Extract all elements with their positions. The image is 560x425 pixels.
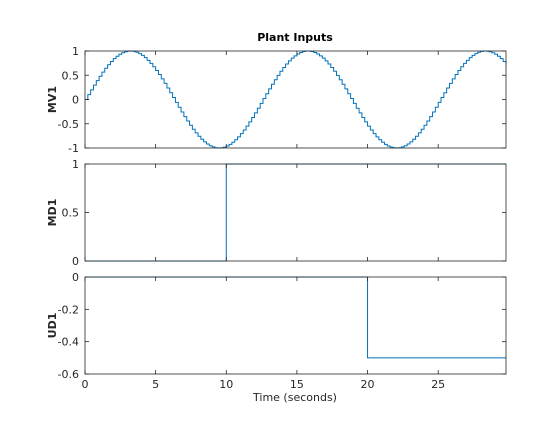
series-line-md1: [85, 163, 506, 262]
x-tick-label: 15: [290, 378, 304, 391]
y-tick-label: -1: [68, 142, 79, 155]
subplot-mv1: -1 -0.5 0 0.5 1 MV1: [46, 45, 507, 155]
x-axis-label: Time (seconds): [252, 391, 337, 404]
y-tick-label: -0.4: [58, 336, 79, 349]
axes-box: [84, 276, 507, 375]
y-axis-label: MV1: [46, 86, 59, 113]
y-tick-label: 0.5: [62, 207, 80, 220]
axes-box: [84, 50, 507, 149]
series-line-ud1: [85, 276, 506, 359]
subplot-ud1: 0 5 10 15 20 25 -0.6 -0.4 -0.2 0 UD1: [46, 271, 507, 391]
x-tick-label: 25: [431, 378, 445, 391]
series-line-mv1: [85, 50, 507, 149]
x-tick-label: 10: [219, 378, 233, 391]
y-tick-label: 0: [72, 255, 79, 268]
y-tick-label: 0: [72, 271, 79, 284]
y-tick-label: -0.5: [58, 118, 79, 131]
y-tick-label: 1: [72, 45, 79, 58]
y-axis-label: MD1: [46, 199, 59, 227]
x-tick-label: 5: [152, 378, 159, 391]
y-tick-label: 1: [72, 158, 79, 171]
subplot-md1: 0 0.5 1 MD1: [46, 158, 507, 268]
y-axis-label: UD1: [46, 313, 59, 339]
y-tick-label: -0.2: [58, 303, 79, 316]
figure-title: Plant Inputs: [257, 31, 333, 44]
axes-box: [84, 163, 507, 262]
y-tick-label: -0.6: [58, 368, 79, 381]
x-tick-label: 0: [82, 378, 89, 391]
y-tick-label: 0.5: [62, 69, 80, 82]
y-tick-label: 0: [72, 94, 79, 107]
x-tick-label: 20: [361, 378, 375, 391]
